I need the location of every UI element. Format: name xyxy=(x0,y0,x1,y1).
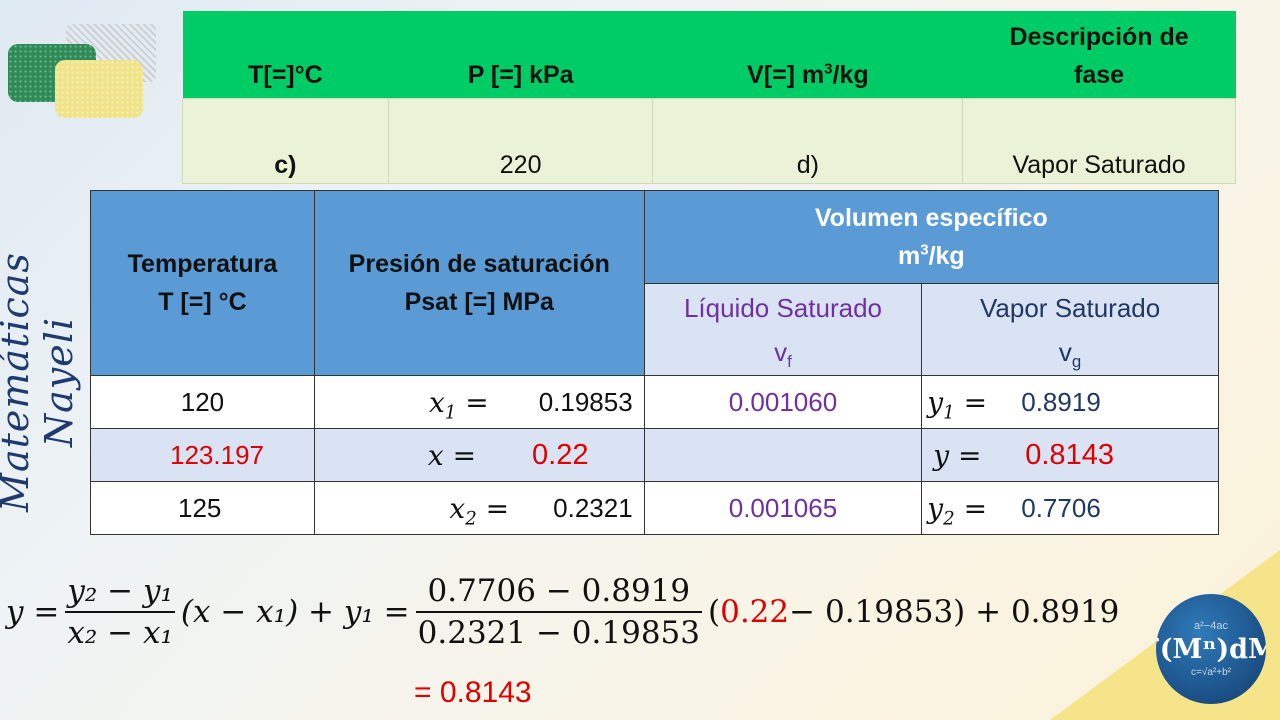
cell-vf: 0.001060 xyxy=(643,375,923,429)
table-row: 125 x2 = 0.2321 0.001065 y2 = 0.7706 xyxy=(90,481,1219,535)
cell-vg: y2 = 0.7706 xyxy=(921,481,1219,535)
formula-middle: (x − x₁) + y₁ = xyxy=(180,594,410,630)
cell-p: x = 0.22 xyxy=(313,428,645,482)
formula-fraction-numeric: 0.7706 − 0.8919 0.2321 − 0.19853 xyxy=(415,573,702,651)
table-row: 120 x1 = 0.19853 0.001060 y1 = 0.8919 xyxy=(90,375,1219,429)
cell-phase: Vapor Saturado xyxy=(962,98,1236,184)
problem-table: T[=]°C P [=] kPa V[=] m3/kg Descripción … xyxy=(182,11,1236,184)
cell-vf: 0.001065 xyxy=(643,481,923,535)
header-volumen: Volumen específico m3/kg xyxy=(643,190,1220,284)
cell-temperature: c) xyxy=(182,98,389,184)
decorative-yellow-shape xyxy=(55,60,143,118)
cell-vg: y1 = 0.8919 xyxy=(921,375,1219,429)
cell-p: x2 = 0.2321 xyxy=(313,481,645,535)
formula-lhs: y = xyxy=(6,594,60,630)
cell-vf xyxy=(643,428,923,482)
formula-result: = 0.8143 xyxy=(414,676,532,709)
cell-t: 125 xyxy=(90,481,315,535)
cell-p: x1 = 0.19853 xyxy=(313,375,645,429)
table-row: 123.197 x = 0.22 y = 0.8143 xyxy=(90,428,1219,482)
header-presion: Presión de saturación Psat [=] MPa xyxy=(313,190,645,376)
interpolation-formula: y = y₂ − y₁ x₂ − x₁ (x − x₁) + y₁ = 0.77… xyxy=(6,573,1120,651)
header-temperature: T[=]°C xyxy=(182,11,389,99)
header-vapor-saturado: Vapor Saturado vg xyxy=(921,283,1219,376)
header-volume: V[=] m3/kg xyxy=(652,11,963,99)
channel-logo: a²−4ac ∫(Mⁿ)dM c=√a²+b² xyxy=(1156,594,1266,704)
cell-vg: y = 0.8143 xyxy=(921,428,1219,482)
cell-volume: d) xyxy=(652,98,964,184)
cell-pressure: 220 xyxy=(387,98,654,184)
cell-t: 123.197 xyxy=(90,428,315,482)
header-pressure: P [=] kPa xyxy=(388,11,653,99)
problem-table-header: T[=]°C P [=] kPa V[=] m3/kg Descripción … xyxy=(182,11,1236,99)
saturation-table: Temperatura T [=] °C Presión de saturació… xyxy=(90,190,1220,535)
problem-table-row: c) 220 d) Vapor Saturado xyxy=(182,98,1236,184)
cell-t: 120 xyxy=(90,375,315,429)
formula-x-value: 0.22 xyxy=(720,594,790,630)
header-liquido-saturado: Líquido Saturado vf xyxy=(643,283,923,376)
formula-tail: − 0.19853) + 0.8919 xyxy=(789,594,1120,630)
header-phase: Descripción de fase xyxy=(962,11,1236,99)
formula-fraction-symbolic: y₂ − y₁ x₂ − x₁ xyxy=(65,573,175,651)
watermark-text: Matemáticas Nayeli xyxy=(0,252,81,512)
header-temperatura: Temperatura T [=] °C xyxy=(90,190,315,376)
